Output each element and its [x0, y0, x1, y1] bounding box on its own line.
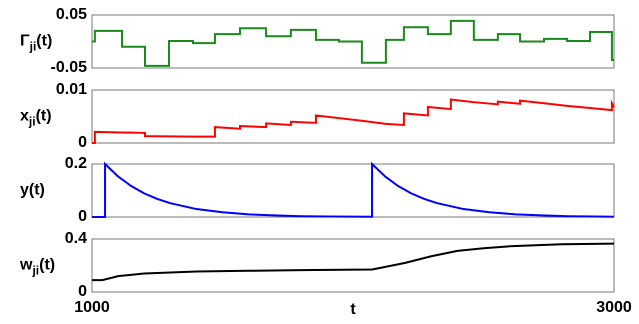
- y-axis-label-part: Γ: [20, 33, 30, 50]
- y-axis-label-part: y(t): [20, 182, 45, 199]
- data-line: [92, 161, 615, 218]
- y-axis-label-part: ji: [28, 115, 36, 129]
- y-axis-label: Γji(t): [20, 33, 52, 54]
- axes-box: [91, 89, 615, 144]
- axes-box: [91, 238, 615, 293]
- y-tick-label: 0: [78, 283, 87, 300]
- y-tick-label: 0: [78, 134, 87, 151]
- y-axis-label: xji(t): [20, 108, 52, 129]
- y-axis-label-part: (t): [39, 257, 55, 274]
- y-tick-label: 0.01: [56, 81, 87, 98]
- x-tick-label: 3000: [596, 299, 632, 316]
- y-tick-label: -0.05: [51, 59, 88, 76]
- y-axis-label: wji(t): [19, 257, 55, 278]
- x-tick-label: 1000: [74, 299, 110, 316]
- y-axis-label-part: ji: [29, 40, 37, 54]
- y-axis-label-part: x: [20, 108, 29, 125]
- y-tick-label: 0.2: [65, 155, 87, 172]
- y-tick-label: 0: [78, 208, 87, 225]
- data-line: [92, 19, 614, 67]
- y-axis-label-part: ji: [31, 264, 39, 278]
- data-line: [92, 242, 615, 282]
- y-axis-label-part: w: [19, 257, 33, 274]
- y-tick-label: 0.05: [56, 6, 87, 23]
- data-line: [92, 98, 615, 144]
- y-axis-label-part: (t): [36, 108, 52, 125]
- y-tick-label: 0.4: [65, 230, 87, 247]
- y-axis-label-part: (t): [36, 33, 52, 50]
- x-axis-label: t: [350, 301, 356, 318]
- axes-box: [91, 163, 615, 218]
- y-axis-label: y(t): [20, 182, 45, 199]
